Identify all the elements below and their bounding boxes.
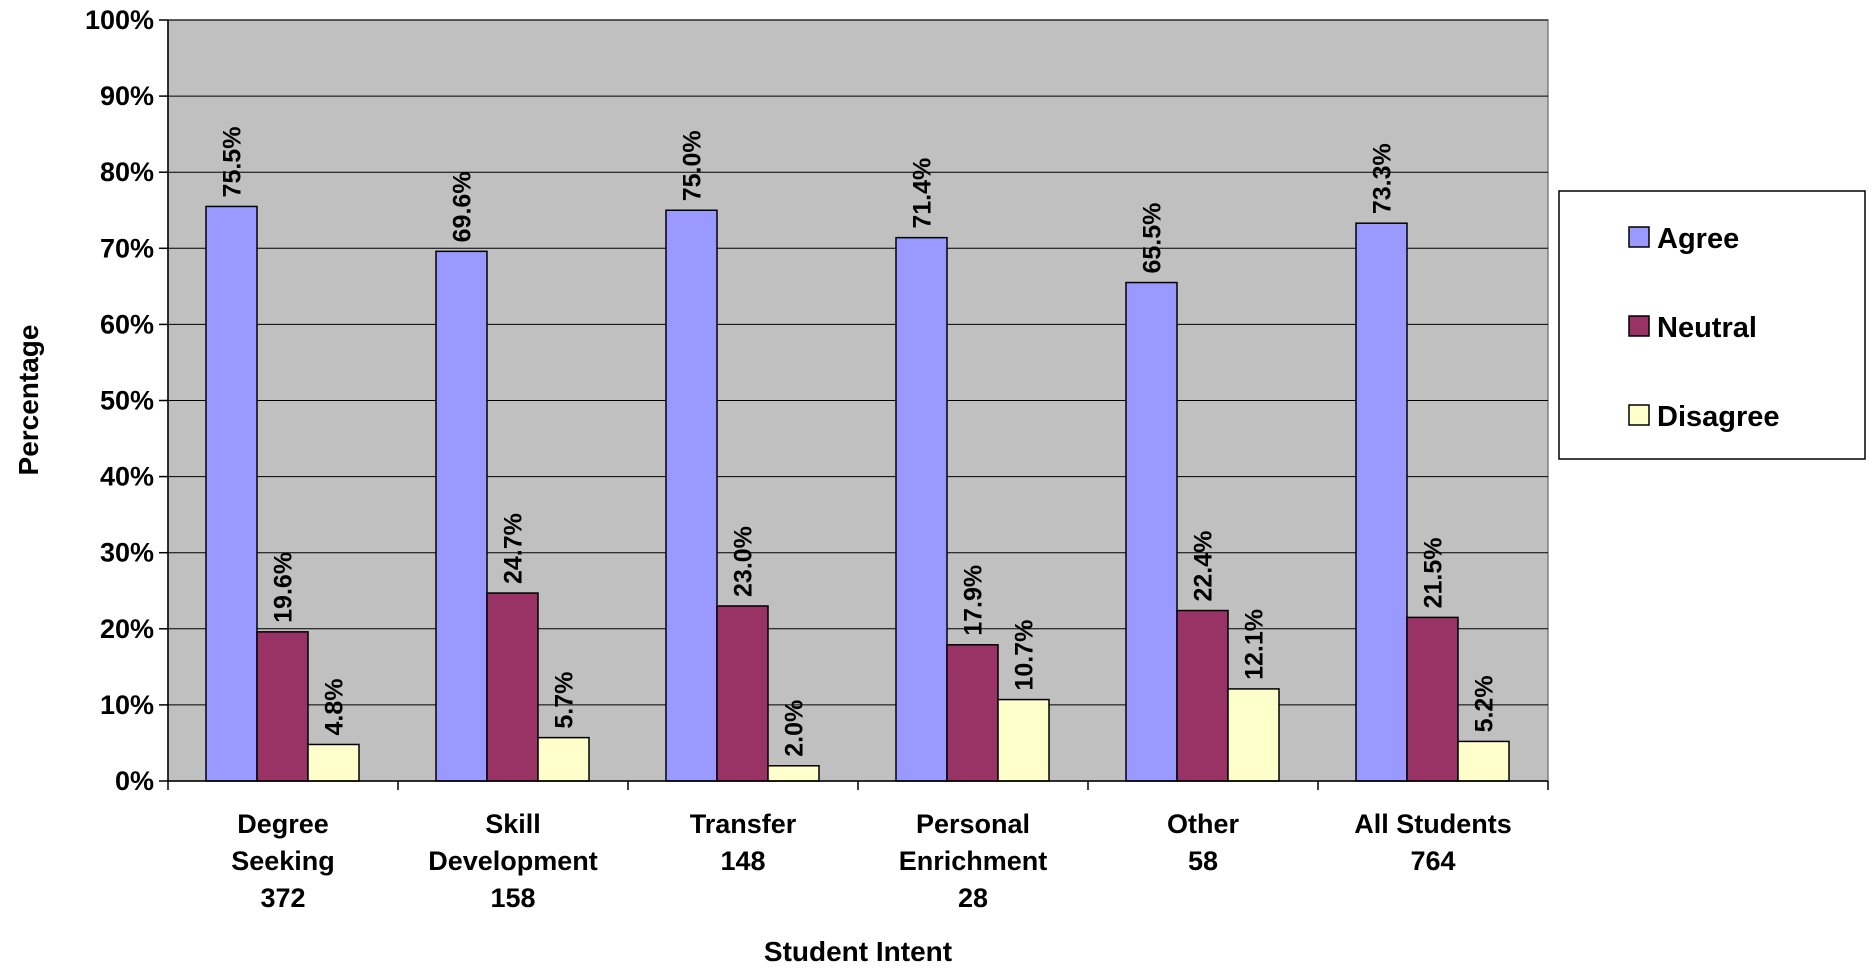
- data-label: 4.8%: [321, 678, 349, 735]
- bar-neutral: [486, 592, 539, 782]
- bar-agree: [435, 250, 488, 782]
- legend-swatch-disagree: [1628, 404, 1650, 426]
- bar-disagree: [1457, 740, 1510, 782]
- x-tick-label: Transfer 148: [690, 809, 797, 876]
- data-label: 75.5%: [219, 127, 247, 198]
- bar-agree: [665, 209, 718, 782]
- x-axis-title: Student Intent: [764, 936, 952, 967]
- data-label: 69.6%: [449, 171, 477, 242]
- gridlines: [168, 19, 1548, 706]
- data-label: 21.5%: [1420, 537, 1448, 608]
- bar-disagree: [767, 765, 820, 782]
- legend-box: [1558, 190, 1866, 460]
- x-tick-label: Skill Development 158: [428, 809, 598, 913]
- y-tick-label: 20%: [100, 614, 154, 644]
- legend-swatch-agree: [1628, 226, 1650, 248]
- y-tick-label: 50%: [100, 386, 154, 416]
- data-label: 5.7%: [551, 672, 579, 729]
- y-tick-label: 0%: [115, 766, 154, 796]
- bar-disagree: [1227, 688, 1280, 782]
- data-label: 10.7%: [1011, 620, 1039, 691]
- data-label: 71.4%: [909, 158, 937, 229]
- bar-agree: [205, 205, 258, 782]
- data-labels: 75.5% 69.6% 75.0% 71.4% 65.5% 73.3% 19.6% 24.7%…: [219, 127, 1499, 757]
- bar-disagree: [997, 698, 1050, 782]
- data-label: 24.7%: [500, 513, 528, 584]
- y-tick-label: 10%: [100, 690, 154, 720]
- bar-agree: [1125, 281, 1178, 782]
- data-label: 75.0%: [679, 130, 707, 201]
- bar-neutral: [256, 631, 309, 782]
- bar-neutral: [716, 605, 769, 782]
- bar-agree: [1355, 222, 1408, 782]
- y-axis-title: Percentage: [13, 325, 44, 476]
- legend-swatch-neutral: [1628, 315, 1650, 337]
- y-tick-label: 30%: [100, 538, 154, 568]
- data-label: 12.1%: [1241, 609, 1269, 680]
- data-label: 17.9%: [960, 565, 988, 636]
- data-label: 23.0%: [730, 526, 758, 597]
- y-tick-label: 70%: [100, 233, 154, 263]
- y-axis: 0% 10% 20% 30% 40% 50% 60% 70% 80% 90% 100%: [85, 5, 169, 796]
- x-axis: Degree Seeking 372 Skill Development 158 Trans…: [167, 780, 1549, 913]
- data-label: 73.3%: [1369, 143, 1397, 214]
- y-tick-label: 100%: [85, 5, 154, 35]
- data-label: 65.5%: [1139, 203, 1167, 274]
- y-tick-label: 80%: [100, 157, 154, 187]
- data-label: 5.2%: [1471, 675, 1499, 732]
- bar-neutral: [1176, 609, 1229, 782]
- x-tick-label: Degree Seeking 372: [231, 809, 335, 913]
- bar-disagree: [537, 736, 590, 782]
- y-tick-label: 40%: [100, 462, 154, 492]
- data-label: 22.4%: [1190, 531, 1218, 602]
- legend-label-disagree: Disagree: [1657, 401, 1780, 433]
- legend-label-agree: Agree: [1657, 223, 1739, 255]
- y-tick-label: 60%: [100, 309, 154, 339]
- legend: Agree Neutral Disagree: [1558, 190, 1866, 460]
- y-tick-label: 90%: [100, 81, 154, 111]
- bar-neutral: [1406, 616, 1459, 782]
- x-tick-label: Other 58: [1167, 809, 1240, 876]
- bar-neutral: [946, 644, 999, 782]
- data-label: 2.0%: [781, 700, 809, 757]
- bar-agree: [895, 236, 948, 782]
- data-label: 19.6%: [270, 552, 298, 623]
- x-tick-label: Personal Enrichment 28: [899, 809, 1048, 913]
- bar-disagree: [307, 743, 360, 782]
- legend-label-neutral: Neutral: [1657, 312, 1757, 344]
- x-tick-label: All Students 764: [1354, 809, 1512, 876]
